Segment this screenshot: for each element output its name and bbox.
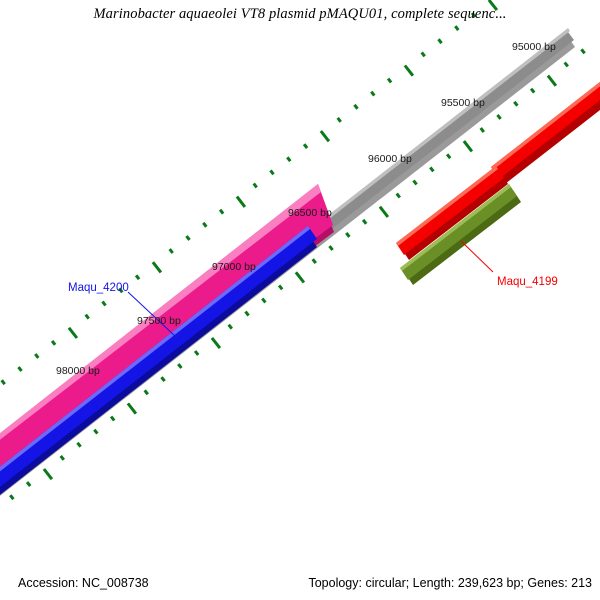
ruler-tick: [193, 350, 200, 356]
ruler-tick: [210, 336, 222, 350]
ruler-tick: [513, 100, 519, 107]
ruler-tick: [454, 25, 460, 32]
ruler-tick: [470, 12, 477, 18]
ruler-tick: [50, 339, 57, 346]
ruler-tick: [118, 287, 124, 294]
ruler-tick: [580, 48, 586, 55]
genome-summary-text: Topology: circular; Length: 239,623 bp; …: [308, 576, 592, 590]
ruler-tick: [168, 248, 174, 254]
ruler-tick: [336, 117, 342, 123]
ruler-tick: [420, 51, 426, 58]
accession-text: Accession: NC_008738: [18, 576, 149, 590]
ruler-tick: [151, 261, 163, 274]
ruler-tick: [479, 127, 485, 133]
ruler-tick: [529, 87, 536, 94]
ruler-tick: [93, 428, 99, 435]
ruler-tick: [269, 169, 275, 176]
gene-leader-lines: [127, 240, 494, 338]
ruler-tick: [361, 218, 368, 225]
ruler-tick: [395, 192, 401, 199]
feature-maqu-4200-blue[interactable]: [0, 226, 317, 505]
ruler-tick: [34, 353, 40, 359]
ruler-tick: [328, 245, 334, 251]
ruler-tick: [294, 271, 306, 284]
ruler-tick: [302, 143, 309, 150]
ruler-tick: [160, 376, 166, 383]
ruler-tick: [319, 130, 331, 143]
ruler-tick: [445, 153, 452, 160]
ruler-tick: [546, 74, 558, 87]
ruler-tick: [76, 441, 82, 448]
ruler-tick: [134, 274, 141, 281]
ruler-tick: [143, 389, 149, 396]
ruler-tick: [261, 297, 267, 304]
feature-maqu-4199-red-upper[interactable]: [491, 74, 600, 184]
ruler-tick: [353, 103, 359, 110]
ruler-tick: [412, 179, 418, 186]
gene-leader-line-maqu_4200: [127, 291, 177, 338]
ruler-tick: [563, 61, 569, 68]
ruler-tick: [277, 284, 284, 291]
ruler-tick: [67, 326, 79, 339]
ruler-tick: [185, 235, 191, 241]
ruler-tick: [252, 182, 258, 189]
ruler-tick: [496, 113, 502, 120]
ruler-tick: [487, 0, 499, 12]
ruler-tick: [109, 415, 116, 422]
ruler-tick: [25, 481, 32, 488]
ruler-ticks-outer: [9, 48, 586, 501]
ruler-tick: [244, 310, 250, 317]
ruler-tick: [429, 166, 435, 173]
feature-maqu-4199-red-lower[interactable]: [396, 166, 508, 260]
ruler-tick: [286, 156, 292, 163]
ruler-tick: [370, 90, 376, 97]
ruler-tick: [101, 300, 107, 307]
gene-leader-line-maqu_4199: [460, 240, 494, 273]
ruler-tick: [0, 379, 6, 386]
ruler-tick: [403, 64, 415, 77]
ruler-tick: [311, 258, 317, 265]
ruler-tick: [462, 140, 474, 153]
ruler-tick: [345, 231, 351, 238]
ruler-tick: [126, 402, 138, 415]
ruler-tick: [378, 205, 390, 218]
ruler-tick: [202, 221, 208, 228]
ruler-tick: [235, 195, 247, 208]
ruler-tick: [9, 494, 15, 501]
status-bar: Accession: NC_008738 Topology: circular;…: [0, 566, 600, 600]
ruler-tick: [42, 468, 54, 481]
ruler-tick: [59, 454, 65, 461]
ruler-tick: [17, 366, 23, 372]
ruler-ticks-inner: [0, 0, 499, 386]
feature-maqu-4199-olive[interactable]: [400, 184, 521, 285]
ruler-tick: [227, 323, 233, 330]
ruler-tick: [386, 77, 393, 84]
ruler-tick: [177, 363, 183, 369]
ruler-tick: [218, 208, 225, 215]
ruler-tick: [84, 313, 90, 320]
ruler-tick: [437, 38, 443, 45]
